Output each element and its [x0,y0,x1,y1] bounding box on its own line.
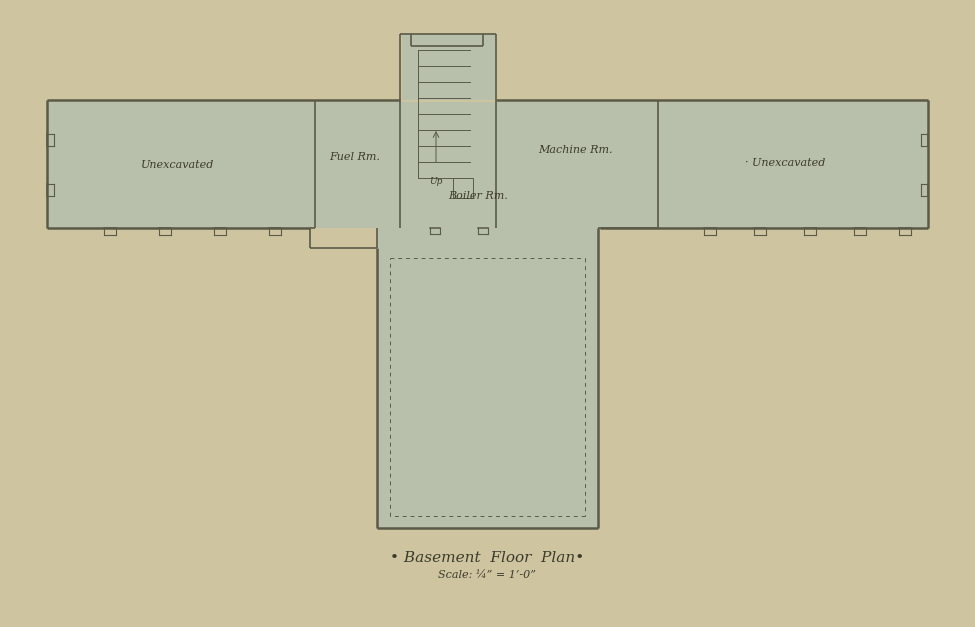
Text: • Basement  Floor  Plan•: • Basement Floor Plan• [390,551,584,565]
Bar [377,228,598,528]
Text: Up: Up [429,177,443,186]
Text: Machine Rm.: Machine Rm. [538,145,612,155]
Text: Unexcavated: Unexcavated [141,160,214,170]
Text: Boiler Rm.: Boiler Rm. [448,191,508,201]
Bar [47,102,928,228]
Text: Scale: ¼” = 1’-0”: Scale: ¼” = 1’-0” [438,570,536,580]
Text: · Unexcavated: · Unexcavated [745,158,825,168]
Bar [453,178,473,198]
Bar [402,34,496,100]
Text: Fuel Rm.: Fuel Rm. [330,152,380,162]
